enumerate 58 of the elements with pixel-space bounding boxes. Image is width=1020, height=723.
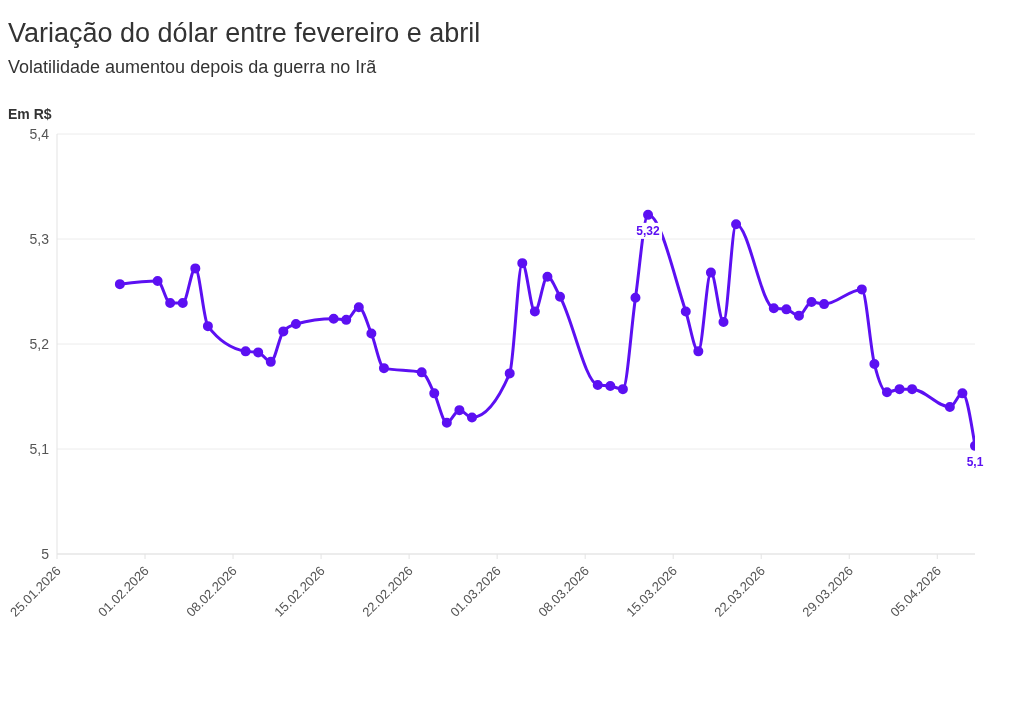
y-tick-label: 5,4 xyxy=(29,125,50,142)
point xyxy=(114,279,125,290)
data-label: 5,32 xyxy=(636,223,661,238)
point xyxy=(819,299,830,310)
point xyxy=(466,412,477,423)
point xyxy=(529,306,540,317)
point xyxy=(441,417,452,428)
point xyxy=(152,276,163,286)
point xyxy=(856,284,867,295)
point xyxy=(202,321,213,332)
point xyxy=(617,384,628,395)
point xyxy=(605,381,616,391)
point xyxy=(793,310,804,321)
point xyxy=(278,326,289,337)
point xyxy=(341,314,352,325)
point xyxy=(768,303,779,314)
point xyxy=(353,302,364,313)
point xyxy=(378,363,389,374)
point xyxy=(944,402,955,412)
y-tick-label: 5,2 xyxy=(29,335,50,352)
point xyxy=(177,298,188,309)
point xyxy=(731,219,742,230)
point xyxy=(806,297,817,307)
y-tick-label: 5 xyxy=(41,545,50,562)
point xyxy=(429,388,440,399)
point xyxy=(517,258,528,269)
point xyxy=(253,347,264,358)
point xyxy=(957,388,968,399)
point xyxy=(190,263,201,274)
chart-title: Variação do dólar entre fevereiro e abril xyxy=(8,18,482,49)
y-tick-label: 5,3 xyxy=(29,230,50,247)
point xyxy=(693,346,704,357)
point xyxy=(881,387,892,398)
point xyxy=(680,306,691,317)
point xyxy=(416,367,427,378)
point xyxy=(907,384,918,395)
point xyxy=(240,346,251,357)
point xyxy=(630,292,641,303)
point xyxy=(504,368,515,379)
y-axis-title: Em R$ xyxy=(8,106,53,124)
point xyxy=(643,209,654,220)
point xyxy=(290,319,301,330)
point xyxy=(894,384,905,395)
point xyxy=(555,291,566,302)
y-tick-label: 5,1 xyxy=(29,440,50,457)
point xyxy=(705,267,716,278)
point xyxy=(869,358,880,369)
point xyxy=(781,304,792,315)
chart-subtitle: Volatilidade aumentou depois da guerra no Irã xyxy=(8,57,378,78)
point xyxy=(328,313,339,324)
point xyxy=(454,405,465,416)
point xyxy=(718,316,729,327)
data-label: 5,1 xyxy=(966,454,984,469)
point xyxy=(265,356,276,367)
point xyxy=(165,298,176,309)
point xyxy=(542,271,553,282)
point xyxy=(592,379,603,390)
point xyxy=(366,328,377,339)
